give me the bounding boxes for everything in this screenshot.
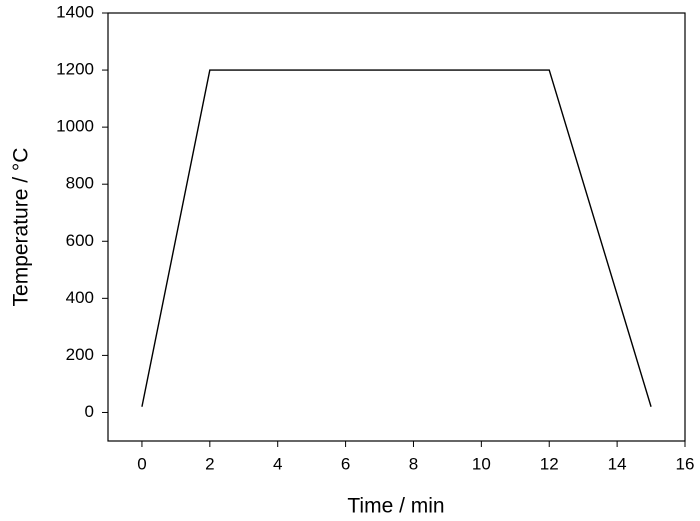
x-tick-label: 2 [205,454,214,473]
x-tick-label: 12 [540,454,559,473]
x-tick-label: 10 [472,454,491,473]
y-tick-label: 600 [66,231,94,250]
x-tick-label: 6 [341,454,350,473]
plot-frame [107,12,686,442]
x-tick-label: 4 [273,454,282,473]
y-tick-label: 1200 [56,60,94,79]
x-tick-label: 14 [608,454,627,473]
y-tick-label: 1400 [56,2,94,21]
y-axis-label: Temperature / °C [10,148,33,307]
x-tick-label: 8 [409,454,418,473]
x-axis-label: Time / min [347,495,444,518]
x-tick-label: 16 [676,454,695,473]
x-tick-label: 0 [137,454,146,473]
y-tick-label: 0 [85,402,94,421]
y-tick-label: 200 [66,345,94,364]
line-series [141,69,652,407]
y-tick-label: 1000 [56,117,94,136]
y-tick-label: 800 [66,174,94,193]
y-tick-label: 400 [66,288,94,307]
